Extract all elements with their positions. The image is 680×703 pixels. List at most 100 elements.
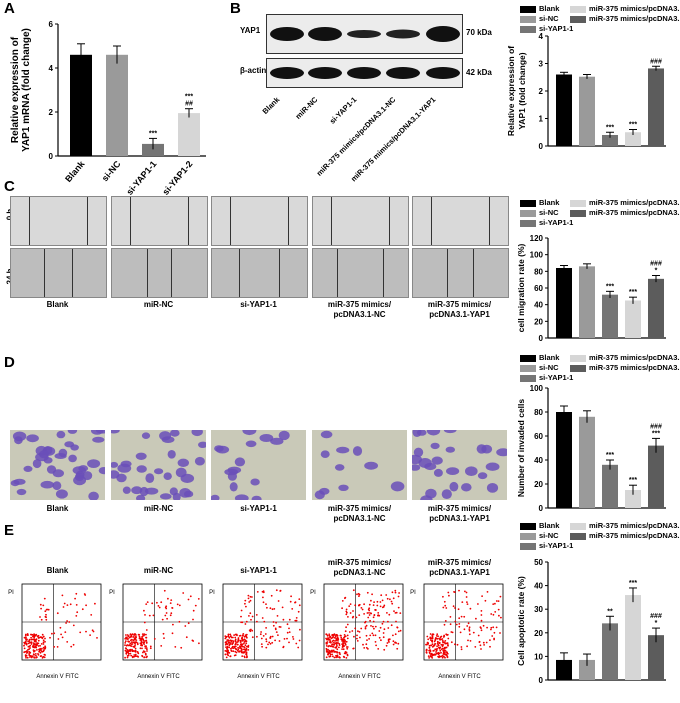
significance-label: ## bbox=[185, 101, 193, 108]
chart-b-group: 0 1 2 3 4 Relative expression of YAP1 (fold ch… bbox=[506, 32, 666, 151]
bar bbox=[602, 294, 618, 338]
invasion-micrograph bbox=[312, 430, 407, 500]
y-tick-label: 120 bbox=[530, 234, 544, 243]
bar bbox=[70, 54, 92, 156]
blot-label-yap1: YAP1 bbox=[240, 26, 261, 35]
bar bbox=[579, 659, 595, 680]
invasion-label: miR-NC bbox=[143, 504, 174, 513]
y-tick-label: 30 bbox=[534, 605, 543, 614]
panel-letter-b: B bbox=[230, 0, 241, 17]
y-tick-label: 10 bbox=[534, 652, 543, 661]
bar bbox=[556, 412, 572, 508]
panel-letter-c: C bbox=[4, 178, 15, 195]
significance-label: *** bbox=[629, 580, 637, 587]
bar bbox=[602, 464, 618, 508]
y-tick-label: 0 bbox=[539, 334, 544, 343]
migration-micrograph bbox=[10, 196, 107, 246]
y-tick-label: 80 bbox=[534, 267, 543, 276]
chart-d-group: 0 20 40 60 80 100 Number of invaded cells *** **… bbox=[516, 384, 666, 513]
y-axis-label: Relative expression of bbox=[506, 46, 516, 136]
flow-x-axis-label: Annexin V FITC bbox=[438, 674, 481, 680]
y-tick-label: 20 bbox=[534, 629, 543, 638]
bar bbox=[556, 268, 572, 338]
flow-scatter-plot bbox=[312, 582, 407, 674]
flow-x-axis-label: Annexin V FITC bbox=[137, 674, 180, 680]
migration-label: miR-NC bbox=[143, 300, 174, 309]
significance-label: *** bbox=[149, 130, 157, 137]
y-tick-label: 0 bbox=[539, 142, 544, 151]
bar bbox=[106, 54, 128, 156]
y-tick-label: 100 bbox=[530, 384, 544, 393]
flow-scatter-plot bbox=[111, 582, 206, 674]
y-tick-label: 20 bbox=[534, 480, 543, 489]
y-axis-label: Relative expression of bbox=[10, 36, 21, 143]
flow-y-axis-label: PI bbox=[209, 590, 215, 596]
bar bbox=[625, 595, 641, 680]
blot-lane-labels: Blank miR-NC si-YAP1-1 miR-375 mimics/pc… bbox=[261, 94, 438, 183]
bar bbox=[556, 659, 572, 680]
y-tick-label: 40 bbox=[534, 582, 543, 591]
invasion-label: miR-375 mimics/pcDNA3.1-YAP1 bbox=[427, 504, 492, 523]
significance-label: ### bbox=[650, 261, 662, 268]
bar bbox=[142, 143, 164, 156]
invasion-micrograph bbox=[10, 430, 105, 500]
y-tick-label: 6 bbox=[49, 20, 54, 29]
y-axis-label: YAP1 mRNA (fold change) bbox=[21, 28, 32, 152]
migration-micrograph bbox=[211, 248, 308, 298]
bar bbox=[602, 623, 618, 680]
bar bbox=[579, 266, 595, 338]
significance-label: *** bbox=[606, 283, 614, 290]
migration-micrograph bbox=[111, 196, 208, 246]
flow-scatter-plot bbox=[10, 582, 105, 674]
bar bbox=[648, 445, 664, 508]
y-tick-label: 2 bbox=[539, 87, 544, 96]
migration-micrograph bbox=[312, 248, 409, 298]
y-tick-label: 60 bbox=[534, 284, 543, 293]
bar bbox=[178, 113, 200, 156]
flow-label: miR-NC bbox=[143, 566, 174, 575]
y-tick-label: 1 bbox=[539, 115, 544, 124]
flow-scatter-plot bbox=[412, 582, 507, 674]
legend-e: Blank si-NC si-YAP1-1 miR-375 mimics/pcD… bbox=[520, 521, 680, 551]
flow-y-axis-label: PI bbox=[410, 590, 416, 596]
invasion-micrograph bbox=[111, 430, 206, 500]
bar bbox=[556, 74, 572, 146]
migration-micrograph bbox=[211, 196, 308, 246]
panel-letter-a: A bbox=[4, 0, 15, 17]
migration-micrograph bbox=[412, 248, 509, 298]
y-tick-label: 80 bbox=[534, 408, 543, 417]
migration-micrograph bbox=[312, 196, 409, 246]
invasion-micrograph bbox=[412, 430, 507, 500]
y-axis-label: cell migration rate (%) bbox=[516, 243, 526, 332]
invasion-label: si-YAP1-1 bbox=[240, 504, 277, 513]
blot-yap1 bbox=[266, 14, 463, 54]
bar bbox=[602, 135, 618, 146]
legend-d: Blank si-NC si-YAP1-1 miR-375 mimics/pcD… bbox=[520, 353, 680, 383]
y-axis-label: Number of invaded cells bbox=[516, 399, 526, 498]
bar bbox=[579, 416, 595, 508]
flow-y-axis-label: PI bbox=[8, 590, 14, 596]
significance-label: * bbox=[655, 268, 658, 275]
y-tick-label: 4 bbox=[49, 64, 54, 73]
y-tick-label: 0 bbox=[539, 676, 544, 685]
significance-label: ** bbox=[607, 608, 613, 615]
significance-label: ### bbox=[650, 58, 662, 65]
flow-y-axis-label: PI bbox=[310, 590, 316, 596]
significance-label: *** bbox=[629, 289, 637, 296]
blot-label-actin: β-actin bbox=[240, 66, 267, 75]
y-axis-label: Cell apoptotic rate (%) bbox=[516, 576, 526, 666]
significance-label: *** bbox=[629, 477, 637, 484]
y-tick-label: 0 bbox=[49, 152, 54, 161]
migration-micrograph bbox=[111, 248, 208, 298]
bar bbox=[648, 68, 664, 146]
panel-letter-e: E bbox=[4, 522, 15, 539]
bar bbox=[579, 76, 595, 146]
blot-size-yap1: 70 kDa bbox=[466, 28, 492, 37]
panel-letter-d: D bbox=[4, 354, 15, 371]
bar bbox=[625, 132, 641, 146]
migration-micrograph bbox=[10, 248, 107, 298]
bar bbox=[625, 300, 641, 338]
blot-size-actin: 42 kDa bbox=[466, 68, 492, 77]
flow-y-axis-label: PI bbox=[109, 590, 115, 596]
